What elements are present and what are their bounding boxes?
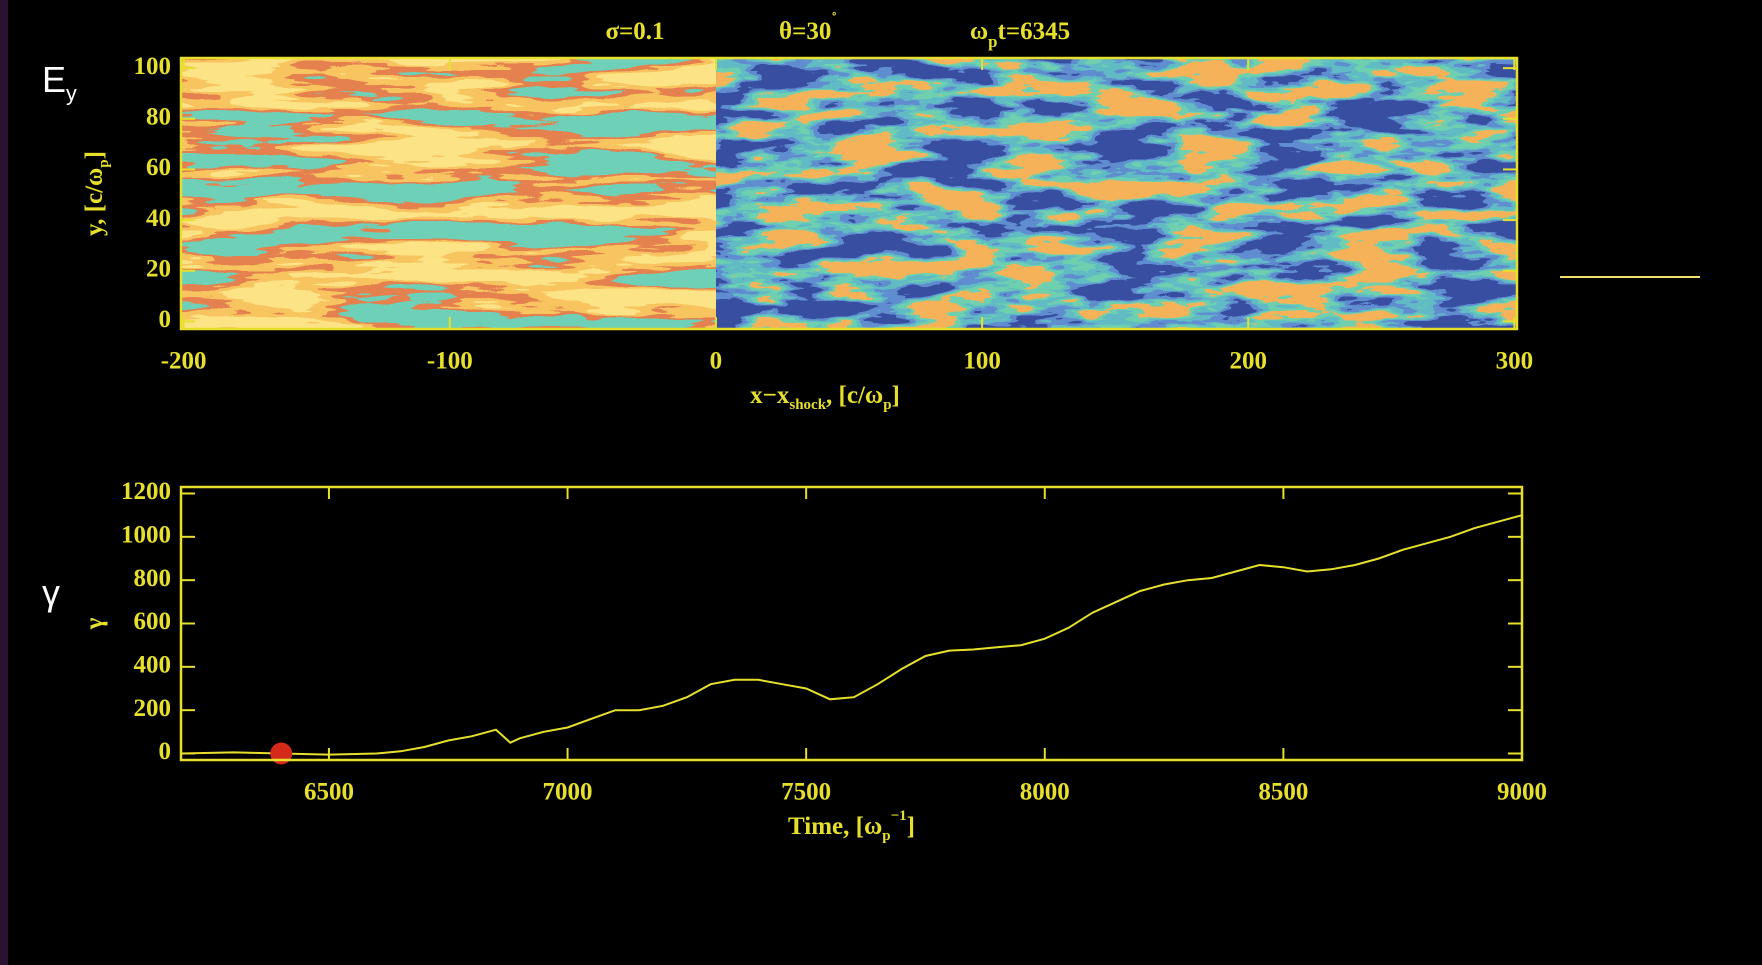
label-part: p xyxy=(988,32,997,51)
label-part: Time, [ω xyxy=(788,813,882,840)
y-tick-label: 600 xyxy=(134,608,172,635)
y-tick-label: 20 xyxy=(146,255,171,282)
label-part: p xyxy=(96,159,112,167)
plot-frame xyxy=(179,485,1524,762)
x-tick-label: 8500 xyxy=(1258,779,1308,806)
x-tick-label: 7500 xyxy=(781,779,831,806)
x-tick-label: 7000 xyxy=(543,779,593,806)
label-part: x−x xyxy=(750,382,790,409)
left-edge xyxy=(0,0,8,965)
label-part: ] xyxy=(892,382,900,409)
side-label: Ey xyxy=(42,59,77,106)
label-part: ω xyxy=(970,18,988,45)
label-part: −1 xyxy=(891,808,907,824)
y-tick-label: 1000 xyxy=(121,522,171,549)
x-tick-label: -100 xyxy=(427,348,473,375)
x-tick-label: 200 xyxy=(1229,348,1267,375)
label-part: p xyxy=(883,397,891,413)
label-part: σ=0.1 xyxy=(605,18,664,45)
label-part: , [c/ω xyxy=(826,382,883,409)
y-tick-label: 200 xyxy=(134,695,172,722)
y-axis-label: γ xyxy=(81,617,108,630)
field-upstream xyxy=(716,58,1517,329)
y-tick-label: 0 xyxy=(159,738,172,765)
label-part: γ xyxy=(81,617,108,630)
y-axis-label: y, [c/ωp] xyxy=(81,151,112,236)
x-tick-label: 0 xyxy=(710,348,723,375)
label-part: ] xyxy=(81,151,108,159)
label-part: ˚ xyxy=(831,9,837,28)
y-tick-label: 400 xyxy=(134,652,172,679)
plot-frame xyxy=(179,56,1519,331)
y-tick-label: 1200 xyxy=(121,478,171,505)
label-part: y xyxy=(66,80,77,105)
x-axis-label: Time, [ωp−1] xyxy=(788,808,915,844)
x-axis-label: x−xshock, [c/ωp] xyxy=(750,382,900,413)
label-part: p xyxy=(882,828,890,844)
x-tick-label: -200 xyxy=(161,348,207,375)
title-part: θ=30˚ xyxy=(779,9,837,44)
y-tick-label: 100 xyxy=(134,53,172,80)
label-part: t=6345 xyxy=(998,18,1071,45)
label-part: E xyxy=(42,59,66,100)
label-part: ] xyxy=(907,813,915,840)
x-tick-label: 8000 xyxy=(1020,779,1070,806)
label-part: θ=30 xyxy=(779,18,831,45)
gamma-line xyxy=(180,514,1523,756)
title-part: ωpt=6345 xyxy=(970,18,1070,51)
x-tick-label: 100 xyxy=(963,348,1001,375)
y-tick-label: 800 xyxy=(134,565,172,592)
side-label: γ xyxy=(42,572,60,613)
x-tick-label: 6500 xyxy=(304,779,354,806)
label-part: shock xyxy=(789,397,826,413)
y-tick-label: 0 xyxy=(159,306,172,333)
y-tick-label: 60 xyxy=(146,154,171,181)
y-tick-label: 80 xyxy=(146,104,171,131)
x-tick-label: 9000 xyxy=(1497,779,1547,806)
title-part: σ=0.1 xyxy=(605,18,664,45)
x-tick-label: 300 xyxy=(1496,348,1534,375)
field-downstream xyxy=(181,58,716,329)
label-part: γ xyxy=(42,572,60,613)
label-part: y, [c/ω xyxy=(81,168,108,236)
y-tick-label: 40 xyxy=(146,205,171,232)
